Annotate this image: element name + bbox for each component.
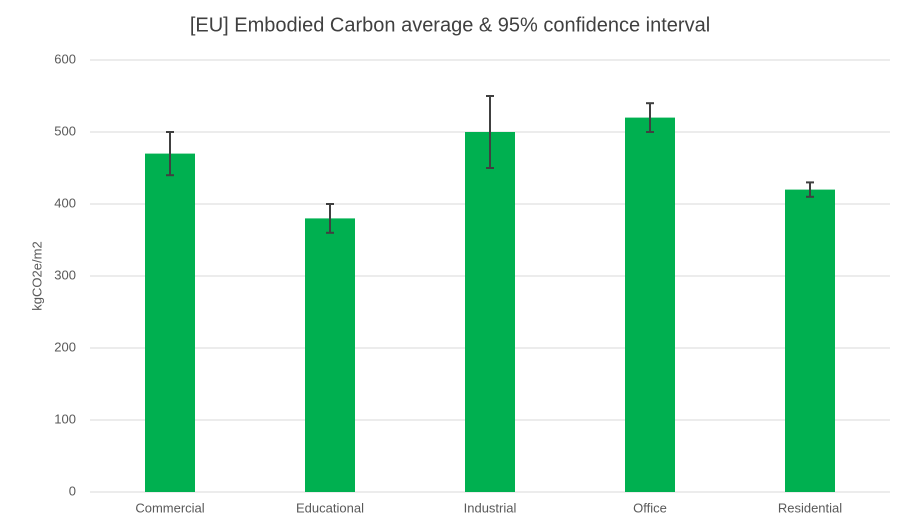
y-tick-label: 400 xyxy=(54,195,76,210)
bar xyxy=(465,132,515,492)
bar xyxy=(625,117,675,492)
error-bar xyxy=(806,181,814,198)
y-tick-label: 600 xyxy=(54,51,76,66)
y-tick-label: 200 xyxy=(54,339,76,354)
y-tick-label: 500 xyxy=(54,123,76,138)
y-axis-label: kgCO2e/m2 xyxy=(29,241,44,310)
error-bar xyxy=(166,131,174,177)
x-tick-label: Commercial xyxy=(135,500,204,515)
bar xyxy=(145,153,195,492)
error-bar xyxy=(326,203,334,234)
y-tick-label: 0 xyxy=(69,483,76,498)
y-tick-label: 300 xyxy=(54,267,76,282)
error-bar xyxy=(646,102,654,133)
chart-title: [EU] Embodied Carbon average & 95% confi… xyxy=(190,14,710,36)
x-tick-label: Industrial xyxy=(464,500,517,515)
x-tick-label: Educational xyxy=(296,500,364,515)
x-tick-label: Office xyxy=(633,500,667,515)
x-tick-label: Residential xyxy=(778,500,842,515)
error-bar xyxy=(486,95,494,169)
bar xyxy=(785,189,835,492)
y-tick-label: 100 xyxy=(54,411,76,426)
bar xyxy=(305,218,355,492)
